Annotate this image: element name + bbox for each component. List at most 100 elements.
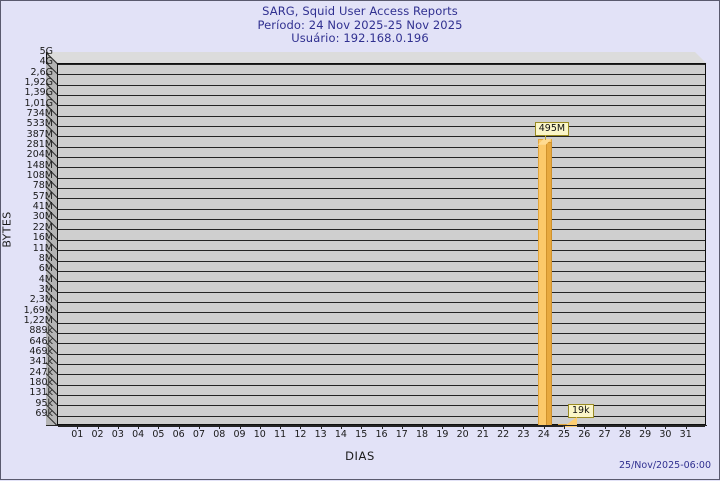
x-axis-tick-label: 03: [111, 429, 124, 440]
x-axis-tick-mark: [482, 425, 484, 429]
gridline: [58, 260, 705, 262]
x-axis-tick-mark: [503, 425, 505, 429]
bar-side-face: [545, 141, 552, 426]
x-axis-tick-mark: [138, 425, 140, 429]
gridline: [58, 322, 705, 324]
plot-top-face: [46, 52, 707, 64]
y-axis-tick-label: 4M: [38, 273, 53, 285]
x-axis-tick-label: 25: [557, 429, 571, 440]
generated-timestamp: 25/Nov/2025-06:00: [618, 460, 711, 471]
gridline: [58, 343, 705, 345]
x-axis-tick-mark: [117, 425, 119, 429]
gridline: [58, 95, 705, 97]
y-axis-tick-label: 734M: [26, 108, 53, 120]
x-axis-tick-label: 12: [294, 429, 307, 440]
x-axis-line: [46, 425, 707, 426]
x-axis-tick-label: 20: [456, 429, 469, 440]
x-axis-tick-mark: [198, 425, 200, 429]
x-axis-tick-label: 08: [213, 429, 226, 440]
gridline: [58, 394, 705, 396]
y-axis-tick-label: 1,01G: [24, 97, 53, 109]
y-axis-tick-label: 1,69M: [23, 304, 53, 316]
x-axis-tick-label: 28: [618, 429, 631, 440]
y-axis-tick-label: 1,39G: [24, 87, 53, 99]
x-axis-tick-mark: [239, 425, 241, 429]
x-axis-tick-mark: [97, 425, 99, 429]
x-axis-tick-mark: [584, 425, 586, 429]
x-axis-tick-mark: [320, 425, 322, 429]
x-axis-tick-mark: [665, 425, 667, 429]
gridline: [58, 208, 705, 210]
y-axis-tick-label: 533M: [26, 118, 53, 130]
x-axis-tick-mark: [462, 425, 464, 429]
gridline: [58, 157, 705, 159]
plot-area: 495M 19k: [57, 63, 706, 427]
y-axis-tick-label: 204M: [26, 149, 53, 161]
y-axis-tick-label: 16M: [32, 232, 53, 244]
report-period: Período: 24 Nov 2025-25 Nov 2025: [257, 17, 463, 32]
gridline: [58, 219, 705, 221]
y-axis-tick-label: 247k: [29, 366, 53, 378]
gridline: [58, 229, 705, 231]
x-axis-tick-label: 01: [71, 429, 84, 440]
gridline: [58, 115, 705, 117]
gridline: [58, 239, 705, 241]
gridline: [58, 270, 705, 272]
x-axis-tick-label: 13: [314, 429, 327, 440]
x-axis-tick-mark: [401, 425, 403, 429]
x-axis-tick-mark: [422, 425, 424, 429]
x-axis-tick-mark: [219, 425, 221, 429]
x-axis-tick-mark: [543, 425, 545, 429]
x-axis-tick-label: 29: [639, 429, 652, 440]
x-axis-tick-mark: [259, 425, 261, 429]
x-axis-tick-label: 07: [192, 429, 206, 440]
gridline: [58, 198, 705, 200]
y-axis-tick-label: 180k: [29, 376, 53, 388]
x-axis-tick-label: 18: [416, 429, 429, 440]
gridline: [58, 415, 705, 417]
x-axis-tick-label: 31: [679, 429, 692, 440]
page-title: SARG, Squid User Access Reports: [262, 4, 458, 18]
x-axis-tick-label: 17: [395, 429, 408, 440]
y-axis-tick-label: 646k: [29, 335, 53, 347]
x-axis-tick-label: 21: [476, 429, 489, 440]
bar-value-callout: 495M: [534, 121, 570, 136]
gridline: [58, 281, 705, 283]
y-axis-tick-label: 148M: [26, 159, 53, 171]
y-axis-tick-label: 387M: [26, 128, 53, 140]
gridline: [58, 301, 705, 303]
gridline: [58, 84, 705, 86]
y-axis-tick-label: 1,22M: [23, 314, 53, 326]
gridline: [58, 332, 705, 334]
gridline: [58, 363, 705, 365]
bar-top-face: [538, 139, 552, 145]
title-block: SARG, Squid User Access Reports Período:…: [1, 4, 719, 46]
y-axis-ticks: 5G 4G 2,6G 1,92G 1,39G 1,01G 734M 533M 387M 281M 2…: [1, 1, 53, 481]
y-axis-tick-label: 4G: [39, 56, 53, 68]
x-axis-tick-mark: [645, 425, 647, 429]
gridline: [58, 291, 705, 293]
callout-stem: [544, 134, 546, 140]
y-axis-tick-label: 95k: [35, 397, 53, 409]
x-axis-tick-label: 24: [537, 429, 550, 440]
x-axis-tick-label: 11: [274, 429, 287, 440]
x-axis-tick-mark: [300, 425, 302, 429]
x-axis-tick-mark: [178, 425, 180, 429]
bar: [537, 138, 552, 426]
x-axis-tick-label: 15: [355, 429, 368, 440]
y-axis-tick-label: 41M: [32, 201, 53, 213]
x-axis-tick-label: 23: [517, 429, 530, 440]
gridline: [58, 353, 705, 355]
gridline: [58, 64, 705, 65]
x-axis-tick-mark: [158, 425, 160, 429]
gridline: [58, 374, 705, 376]
y-axis-tick-label: 2,6G: [30, 66, 53, 78]
x-axis-tick-mark: [564, 425, 566, 429]
plot-left-face: [46, 52, 58, 425]
y-axis-tick-label: 108M: [26, 170, 53, 182]
x-axis-tick-label: 16: [375, 429, 388, 440]
y-axis-tick-label: 30M: [32, 211, 53, 223]
x-axis-tick-mark: [523, 425, 525, 429]
gridline: [58, 405, 705, 407]
gridline: [58, 384, 705, 386]
